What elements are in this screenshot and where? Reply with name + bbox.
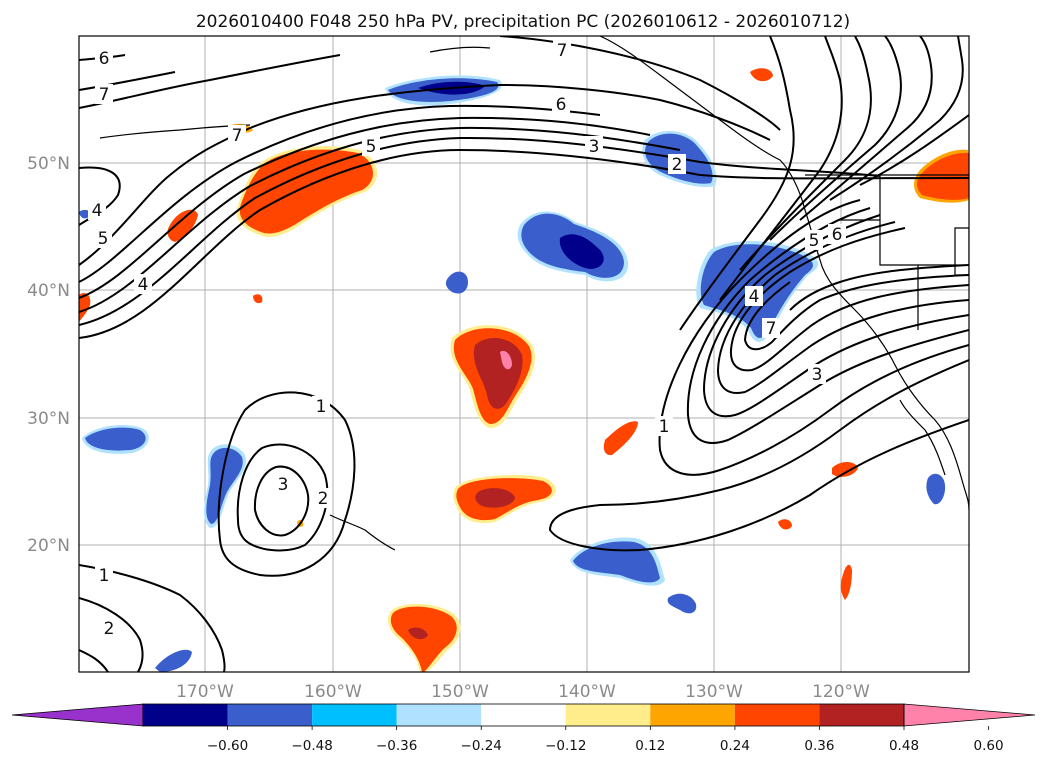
contour-label: 4 [749,287,760,307]
colorbar: −0.60 −0.48 −0.36 −0.24 −0.12 0.12 0.24 0.36 0.4… [11,703,1036,754]
contour-label: 4 [138,275,149,295]
contour-label: 5 [98,229,109,249]
contour-label: 4 [92,201,103,221]
contour-label: 6 [99,49,110,69]
colorbar-outline [142,703,905,727]
contour-label: 1 [99,566,110,586]
lon-label: 140°W [558,682,616,702]
colorbar-tick-label: 0.60 [974,738,1004,754]
gridlines [79,36,969,672]
latitude-labels: 50°N 40°N 30°N 20°N [27,154,70,556]
colorbar-segment [143,704,228,726]
coastlines [99,36,969,551]
colorbar-extend-max [903,703,1036,727]
colorbar-tick-label: 0.36 [804,738,834,754]
lon-label: 170°W [176,682,234,702]
contour-labels: 6 7 7 7 6 5 3 2 4 5 4 1 3 2 1 1 2 5 6 4 … [92,41,843,639]
contour-label: 5 [809,231,820,251]
colorbar-segment [396,704,482,726]
contour-label: 3 [812,365,823,385]
contour-label: 1 [316,397,327,417]
contour-label: 5 [366,137,377,157]
contour-label: 3 [278,475,289,495]
lat-label: 50°N [27,154,70,174]
map-frame [78,35,970,673]
colorbar-segment [565,704,651,726]
colorbar-tick-label: 0.12 [635,738,665,754]
lon-label: 160°W [304,682,362,702]
contour-label: 6 [556,95,567,115]
contour-label: 2 [672,155,683,175]
colorbar-extend-min [11,703,144,727]
colorbar-tick-label: −0.12 [545,738,586,754]
contour-label: 7 [232,126,243,146]
colorbar-segment [227,704,313,726]
contour-label: 2 [318,489,329,509]
colorbar-tick-label: −0.60 [207,738,248,754]
colorbar-tick-label: −0.36 [376,738,417,754]
colorbar-segment [481,704,566,726]
lat-label: 20°N [27,536,70,556]
lat-label: 40°N [27,281,70,301]
map-area: 6 7 7 7 6 5 3 2 4 5 4 1 3 2 1 1 2 5 6 4 … [79,36,969,672]
colorbar-tick-label: 0.24 [720,738,750,754]
colorbar-segment [819,704,904,726]
lon-label: 120°W [812,682,870,702]
colorbar-segment [650,704,735,726]
lon-label: 150°W [431,682,489,702]
longitude-labels: 170°W 160°W 150°W 140°W 130°W 120°W [176,682,870,702]
contour-label: 7 [99,85,110,105]
colorbar-segment [734,704,820,726]
colorbar-tick-label: 0.48 [889,738,919,754]
contour-label: 2 [104,619,115,639]
lon-label: 130°W [685,682,743,702]
lat-label: 30°N [27,409,70,429]
map-title: 2026010400 F048 250 hPa PV, precipitatio… [196,12,850,32]
colorbar-tick-label: −0.48 [291,738,332,754]
colorbar-tick-label: −0.24 [461,738,502,754]
precip-positive [79,68,969,672]
contour-label-masks [88,40,846,638]
colorbar-segment [312,704,397,726]
contour-label: 7 [766,319,777,339]
contour-label: 6 [832,225,843,245]
contour-label: 1 [659,417,670,437]
contour-label: 7 [557,41,568,61]
contour-label: 3 [589,137,600,157]
